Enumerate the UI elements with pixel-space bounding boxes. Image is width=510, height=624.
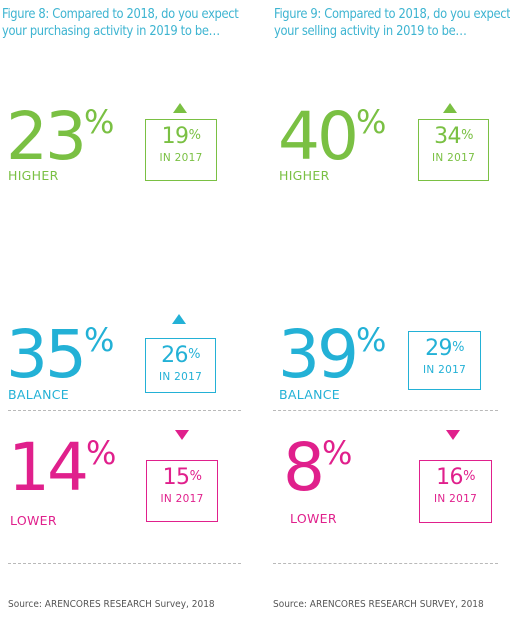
fig8-balance-2017-label: IN 2017 [158,371,203,383]
fig9-higher-2017-label: IN 2017 [431,152,476,164]
fig8-lower-2017-box: 15% IN 2017 [146,460,218,522]
fig8-lower-2017-label: IN 2017 [160,493,204,505]
fig9-higher-up-arrow-icon [443,103,457,113]
fig9-balance-2017-box: 29% IN 2017 [408,331,481,390]
fig8-balance-percent-sign: % [83,321,115,359]
fig8-higher-value: 23% [6,104,114,170]
fig9-lower-2017-label: IN 2017 [433,493,478,505]
fig9-balance-2017-label: IN 2017 [422,364,467,376]
fig8-lower-label: LOWER [10,513,57,528]
fig8-balance-number: 35 [6,316,87,393]
fig8-bottom-divider [8,563,241,564]
figure-8-title: Figure 8: Compared to 2018, do you expec… [2,6,239,40]
fig8-lower-2017-value: 15 [162,465,191,490]
figure-9-title-line2: your selling activity in 2019 to be… [274,24,467,39]
fig8-lower-down-arrow-icon [175,430,189,440]
fig9-higher-label: HIGHER [279,168,330,183]
fig8-higher-up-arrow-icon [173,103,187,113]
fig9-lower-2017-value: 16 [436,465,464,490]
fig9-lower-down-arrow-icon [446,430,460,440]
fig8-lower-number: 14 [8,429,89,506]
fig8-balance-value: 35% [6,322,114,388]
fig8-source: Source: ARENCORES RESEARCH Survey, 2018 [8,599,215,610]
fig9-lower-label: LOWER [290,511,337,526]
fig9-balance-2017-percent-sign: % [452,340,464,355]
figure-9-title-line1: Figure 9: Compared to 2018, do you expec… [274,7,510,22]
fig8-lower-value: 14% [8,435,116,501]
fig8-balance-label: BALANCE [8,387,70,402]
fig9-higher-percent-sign: % [355,103,387,141]
fig9-bottom-divider [273,563,498,564]
figure-8-title-line2: your purchasing activity in 2019 to be… [2,24,220,39]
fig9-lower-2017-percent-sign: % [463,469,475,484]
fig9-balance-label: BALANCE [279,387,341,402]
fig8-higher-label: HIGHER [8,168,59,183]
fig9-higher-2017-percent-sign: % [461,128,473,143]
fig8-higher-2017-value: 19 [161,124,190,149]
fig8-higher-percent-sign: % [83,103,115,141]
fig9-lower-number: 8 [283,429,325,506]
fig8-lower-percent-sign: % [85,434,117,472]
fig9-source: Source: ARENCORES RESEARCH SURVEY, 2018 [273,599,484,610]
fig8-balance-2017-value: 26 [161,343,189,368]
fig9-balance-value: 39% [278,322,386,388]
fig8-balance-2017-box: 26% IN 2017 [145,338,216,393]
figure-9-title: Figure 9: Compared to 2018, do you expec… [274,6,510,40]
fig9-balance-2017-value: 29 [425,336,453,361]
fig9-lower-percent-sign: % [322,434,353,472]
fig9-balance-percent-sign: % [355,321,387,359]
fig9-lower-value: 8% [283,435,352,501]
fig9-divider [273,410,498,411]
fig9-lower-2017-box: 16% IN 2017 [419,460,492,523]
fig8-higher-number: 23 [6,98,87,175]
fig8-higher-2017-percent-sign: % [188,128,201,143]
fig9-higher-2017-box: 34% IN 2017 [418,119,489,181]
fig8-lower-2017-percent-sign: % [189,469,202,484]
fig9-higher-2017-value: 34 [434,124,462,149]
fig8-higher-2017-box: 19% IN 2017 [145,119,217,181]
fig9-higher-value: 40% [278,104,386,170]
fig8-balance-2017-percent-sign: % [188,347,200,362]
figure-8-title-line1: Figure 8: Compared to 2018, do you expec… [2,7,239,22]
fig9-higher-number: 40 [278,98,359,175]
fig9-balance-number: 39 [278,316,359,393]
fig8-higher-2017-label: IN 2017 [159,152,203,164]
fig8-divider [8,410,241,411]
fig8-balance-up-arrow-icon [172,314,186,324]
